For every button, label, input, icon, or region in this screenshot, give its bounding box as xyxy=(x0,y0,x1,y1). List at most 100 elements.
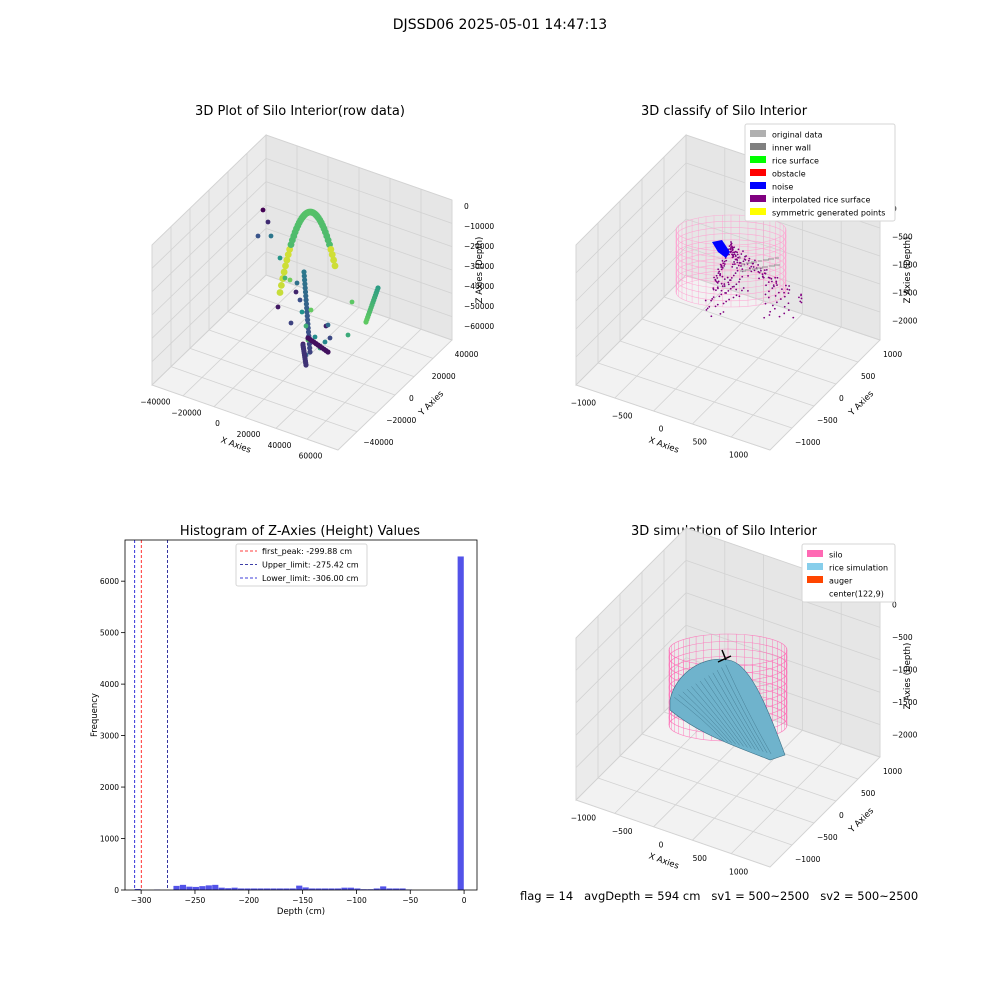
interpolated-point xyxy=(767,296,770,299)
interpolated-point xyxy=(758,277,760,280)
grid-line xyxy=(619,755,815,824)
interpolated-point xyxy=(717,268,720,271)
interpolated-point xyxy=(787,302,790,305)
interpolated-point xyxy=(733,261,735,263)
interpolated-point xyxy=(733,285,735,288)
grid-line xyxy=(575,560,687,671)
rice-mesh-line xyxy=(716,670,764,752)
interpolated-point xyxy=(716,303,719,306)
interpolated-point xyxy=(773,285,775,288)
interpolated-point xyxy=(741,268,744,271)
interpolated-point xyxy=(732,296,735,299)
interpolated-point xyxy=(758,271,761,274)
interpolated-point xyxy=(771,280,773,283)
z-tick-label: −10000 xyxy=(464,222,494,231)
legend-label: original data xyxy=(772,131,823,140)
x-tick-label: 60000 xyxy=(299,452,323,461)
interpolated-point xyxy=(735,283,738,286)
simulation-plot-title: 3D simulation of Silo Interior xyxy=(631,524,817,539)
histogram-bar xyxy=(186,886,193,890)
data-point xyxy=(280,268,288,276)
y-tick-label: 2000 xyxy=(100,783,119,792)
histogram-bar xyxy=(283,888,290,890)
legend-label: obstacle xyxy=(772,170,806,179)
interpolated-point xyxy=(799,300,802,303)
legend-swatch xyxy=(750,130,766,137)
y-tick-label: 0 xyxy=(409,394,414,403)
interpolated-point xyxy=(763,272,766,275)
simulation-legend: silo rice simulation auger center(122,9) xyxy=(801,543,896,603)
interpolated-point xyxy=(729,248,732,251)
grid-line xyxy=(575,218,687,330)
data-point xyxy=(325,349,331,355)
interpolated-point xyxy=(710,299,713,302)
legend-label: rice simulation xyxy=(829,564,888,573)
raw-plot-title: 3D Plot of Silo Interior(row data) xyxy=(195,104,405,119)
histogram-bar xyxy=(380,886,387,890)
data-point xyxy=(304,313,310,319)
data-point xyxy=(307,345,313,351)
original-point xyxy=(774,264,776,266)
data-point xyxy=(330,256,338,264)
legend-swatch xyxy=(750,195,766,202)
interpolated-point xyxy=(771,287,774,290)
interpolated-point xyxy=(773,307,776,310)
y-tick-label: 500 xyxy=(861,789,876,798)
interpolated-point xyxy=(731,256,734,259)
histogram-bar xyxy=(270,888,277,890)
original-point xyxy=(777,257,779,259)
interpolated-point xyxy=(715,274,718,277)
z-axis-label: Z Axies (Depth) xyxy=(475,237,485,304)
grid-line xyxy=(265,157,453,224)
original-point xyxy=(776,264,778,266)
x-tick-label: 0 xyxy=(659,425,664,434)
z-axis-label: Z Axies (Depth) xyxy=(903,643,913,710)
interpolated-point xyxy=(734,272,737,275)
interpolated-point xyxy=(764,293,767,296)
interpolated-point xyxy=(720,282,723,285)
grid-line xyxy=(575,190,687,302)
interpolated-point xyxy=(736,269,739,272)
grid-line xyxy=(575,689,687,801)
interpolated-point xyxy=(738,295,741,298)
data-point xyxy=(327,246,335,253)
z-tick-label: −50000 xyxy=(464,302,494,311)
rice-mesh-line xyxy=(708,675,756,750)
x-tick-label: −1000 xyxy=(571,399,597,408)
data-point xyxy=(297,297,303,303)
original-point xyxy=(760,260,762,262)
data-point xyxy=(255,233,261,239)
data-point xyxy=(303,323,309,329)
grid-line xyxy=(265,274,453,341)
z-tick-label: −1000 xyxy=(892,260,918,269)
histogram-bar xyxy=(199,886,206,890)
histogram-bar xyxy=(276,888,283,890)
data-point xyxy=(299,309,305,315)
interpolated-point xyxy=(733,253,736,256)
interpolated-point xyxy=(785,284,787,287)
interpolated-point xyxy=(754,259,756,262)
y-tick-label: −500 xyxy=(817,833,838,842)
interpolated-point xyxy=(718,270,721,273)
y-tick-label: 20000 xyxy=(432,372,456,381)
original-point xyxy=(763,259,765,261)
interpolated-point xyxy=(718,295,721,298)
status-footer: flag = 14 avgDepth = 594 cm sv1 = 500~25… xyxy=(520,889,919,903)
interpolated-point xyxy=(747,259,750,262)
interpolated-point xyxy=(704,299,707,302)
original-point xyxy=(775,257,777,259)
interpolated-point xyxy=(781,288,783,291)
x-tick-label: −500 xyxy=(612,412,633,421)
interpolated-point xyxy=(730,242,733,245)
data-point xyxy=(307,349,313,355)
legend-swatch xyxy=(807,550,823,557)
interpolated-point xyxy=(729,287,732,290)
y-tick-label: 5000 xyxy=(100,629,119,638)
original-point xyxy=(755,261,757,263)
interpolated-point xyxy=(733,263,736,266)
y-tick-label: 500 xyxy=(861,372,876,381)
histogram-bar xyxy=(386,888,393,890)
data-point xyxy=(282,262,289,270)
legend-swatch xyxy=(807,589,823,596)
